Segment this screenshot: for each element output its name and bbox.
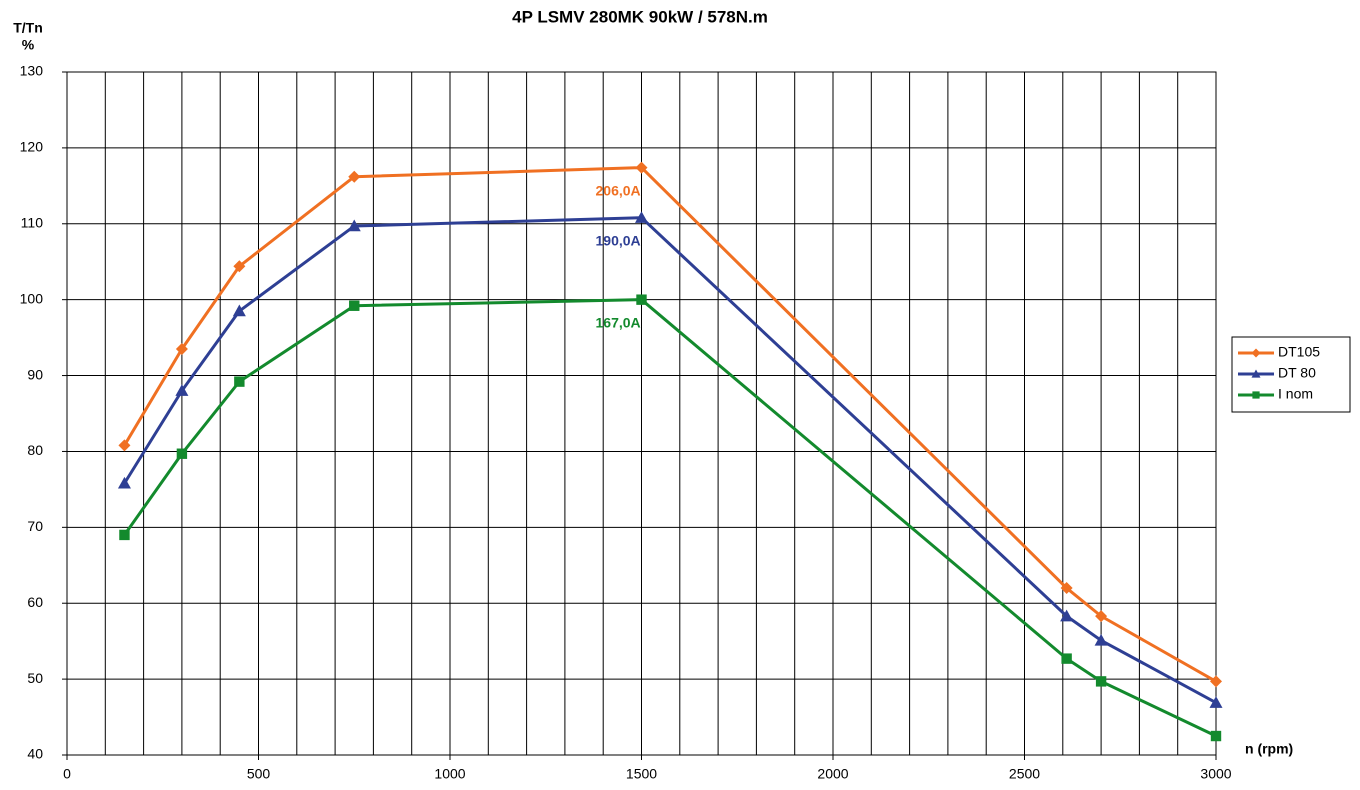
x-tick-label: 3000 — [1200, 766, 1231, 782]
y-axis-label: % — [22, 37, 35, 53]
x-tick-label: 2500 — [1009, 766, 1040, 782]
series-line — [123, 166, 1217, 683]
marker — [636, 294, 647, 305]
marker — [349, 300, 360, 311]
marker — [1060, 582, 1073, 595]
marker — [232, 304, 246, 317]
y-tick-label: 110 — [21, 214, 44, 230]
y-tick-label: 70 — [27, 518, 43, 534]
marker — [119, 529, 130, 541]
marker — [347, 219, 361, 232]
x-tick-label: 1500 — [626, 766, 657, 782]
marker — [1095, 676, 1107, 687]
legend-marker — [1251, 369, 1261, 378]
marker — [1060, 609, 1074, 622]
marker — [1094, 633, 1108, 646]
annotation: 206,0A — [596, 182, 641, 198]
y-tick-label: 120 — [20, 139, 44, 155]
series-line — [123, 216, 1217, 704]
marker — [348, 170, 361, 183]
chart-title: 4P LSMV 280MK 90kW / 578N.m — [512, 7, 768, 26]
y-axis-label: T/Tn — [13, 20, 43, 36]
y-tick-label: 60 — [27, 594, 43, 610]
y-tick-label: 50 — [27, 670, 43, 686]
marker — [175, 384, 189, 396]
series-line — [123, 298, 1217, 738]
marker — [635, 211, 648, 223]
x-tick-label: 500 — [247, 766, 271, 782]
y-tick-label: 40 — [27, 746, 43, 762]
marker — [1095, 610, 1108, 623]
y-tick-label: 100 — [20, 290, 44, 306]
y-tick-label: 130 — [20, 63, 44, 79]
marker — [118, 439, 131, 452]
marker — [1061, 653, 1072, 664]
marker — [175, 342, 188, 355]
legend-marker — [1252, 391, 1260, 399]
marker — [1210, 730, 1222, 742]
legend-marker — [1251, 348, 1261, 358]
marker — [117, 476, 131, 489]
y-tick-label: 90 — [27, 366, 43, 382]
marker — [635, 161, 648, 174]
annotation: 167,0A — [596, 314, 641, 330]
marker — [176, 448, 188, 459]
y-tick-label: 80 — [27, 442, 43, 458]
x-tick-label: 1000 — [434, 766, 465, 782]
marker — [233, 260, 246, 273]
annotation: 190,0A — [596, 232, 641, 248]
legend-label: I nom — [1278, 386, 1313, 402]
marker — [1210, 675, 1222, 688]
marker — [1209, 696, 1223, 708]
x-tick-label: 0 — [63, 766, 71, 782]
x-tick-label: 2000 — [817, 766, 848, 782]
marker — [234, 376, 245, 387]
x-axis-label: n (rpm) — [1245, 741, 1293, 757]
legend-label: DT 80 — [1278, 365, 1316, 381]
legend-label: DT105 — [1278, 344, 1320, 360]
